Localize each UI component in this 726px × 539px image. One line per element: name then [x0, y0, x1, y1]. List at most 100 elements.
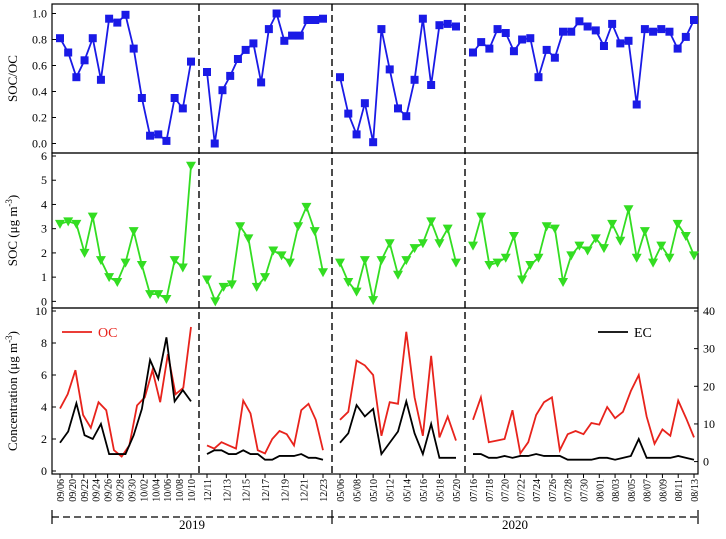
- data-point: [128, 227, 139, 237]
- data-point: [485, 44, 494, 53]
- y2-tick-label: 30: [703, 342, 715, 356]
- series-line: [472, 372, 695, 456]
- data-point: [452, 22, 460, 31]
- y-tick-label: 0.8: [32, 33, 47, 47]
- year-label-2020: 2020: [502, 517, 528, 532]
- data-point: [469, 48, 477, 57]
- x-tick-label: 12/17: [261, 479, 272, 502]
- data-point: [656, 241, 667, 251]
- x-tick-label: 08/09: [658, 479, 669, 502]
- data-point: [533, 253, 544, 263]
- data-point: [402, 112, 411, 121]
- data-point: [640, 25, 649, 34]
- data-point: [501, 29, 510, 37]
- data-point: [518, 35, 527, 44]
- x-tick-label: 07/24: [532, 479, 543, 502]
- data-point: [63, 217, 74, 227]
- data-point: [169, 256, 180, 266]
- data-point: [451, 258, 461, 268]
- x-tick-label: 10/10: [187, 479, 198, 502]
- data-point: [243, 234, 254, 244]
- y-tick-label: 6: [41, 368, 47, 382]
- data-point: [303, 16, 312, 24]
- data-point: [233, 55, 242, 63]
- data-point: [120, 258, 131, 268]
- data-point: [376, 256, 387, 266]
- data-point: [343, 277, 354, 287]
- x-tick-label: 07/26: [548, 479, 559, 502]
- data-point: [468, 241, 478, 251]
- x-tick-label: 08/11: [674, 479, 685, 501]
- data-point: [272, 9, 281, 18]
- y-tick-label: 1.0: [32, 7, 47, 21]
- data-point: [154, 130, 163, 139]
- data-point: [309, 227, 320, 237]
- data-point: [689, 251, 699, 261]
- x-tick-label: 10/04: [151, 479, 162, 502]
- data-point: [393, 270, 403, 280]
- x-tick-label: 08/13: [690, 479, 701, 502]
- x-tick-label: 05/12: [386, 479, 397, 502]
- data-point: [590, 234, 601, 244]
- x-tick-label: 09/22: [80, 479, 91, 502]
- data-point: [410, 75, 419, 84]
- data-point: [401, 256, 412, 266]
- data-point: [288, 31, 297, 40]
- data-point: [534, 73, 543, 82]
- data-point: [690, 16, 698, 24]
- x-tick-label: 05/18: [435, 479, 446, 502]
- data-point: [649, 27, 658, 36]
- data-point: [284, 258, 295, 268]
- data-point: [80, 56, 89, 65]
- data-point: [88, 34, 97, 43]
- x-tick-label: 12/23: [319, 479, 330, 502]
- data-point: [318, 268, 328, 278]
- data-point: [137, 94, 146, 102]
- y-tick-label: 4: [41, 400, 47, 414]
- data-point: [623, 205, 634, 215]
- data-point: [567, 27, 576, 36]
- data-point: [161, 294, 172, 304]
- x-tick-label: 12/11: [203, 479, 214, 501]
- data-point: [335, 258, 345, 268]
- series-line: [206, 449, 324, 461]
- data-point: [426, 217, 437, 227]
- data-point: [477, 38, 486, 47]
- data-point: [558, 277, 569, 287]
- y-tick-label: 5: [41, 173, 47, 187]
- data-point: [607, 219, 618, 229]
- data-point: [484, 261, 495, 271]
- x-tick-label: 05/06: [336, 479, 347, 502]
- x-tick-label: 05/16: [419, 479, 430, 502]
- data-point: [218, 282, 229, 292]
- data-point: [177, 263, 188, 273]
- data-point: [673, 44, 682, 53]
- x-tick-label: 12/15: [242, 479, 253, 502]
- y-axis-label: SOC/OC: [5, 55, 20, 102]
- x-tick-label: 07/18: [485, 479, 496, 502]
- data-point: [186, 161, 196, 171]
- data-point: [549, 224, 560, 234]
- x-tick-label: 12/21: [300, 479, 311, 502]
- data-point: [79, 248, 90, 258]
- data-point: [249, 39, 258, 48]
- x-tick-label: 07/20: [501, 479, 512, 502]
- data-point: [681, 32, 690, 41]
- data-point: [55, 219, 65, 229]
- data-point: [146, 131, 155, 140]
- data-point: [417, 239, 428, 249]
- x-tick-label: 12/19: [280, 479, 291, 502]
- data-point: [525, 261, 536, 271]
- data-point: [526, 34, 535, 43]
- data-point: [104, 273, 115, 283]
- data-point: [599, 42, 608, 50]
- data-point: [591, 26, 600, 35]
- data-point: [680, 231, 691, 241]
- x-tick-label: 08/01: [595, 479, 606, 502]
- y-tick-label: 10: [35, 304, 47, 318]
- x-tick-label: 09/26: [104, 479, 115, 502]
- data-point: [87, 212, 98, 222]
- data-point: [210, 139, 219, 148]
- y-tick-label: 0.2: [32, 111, 47, 125]
- x-tick-label: 12/13: [222, 479, 233, 502]
